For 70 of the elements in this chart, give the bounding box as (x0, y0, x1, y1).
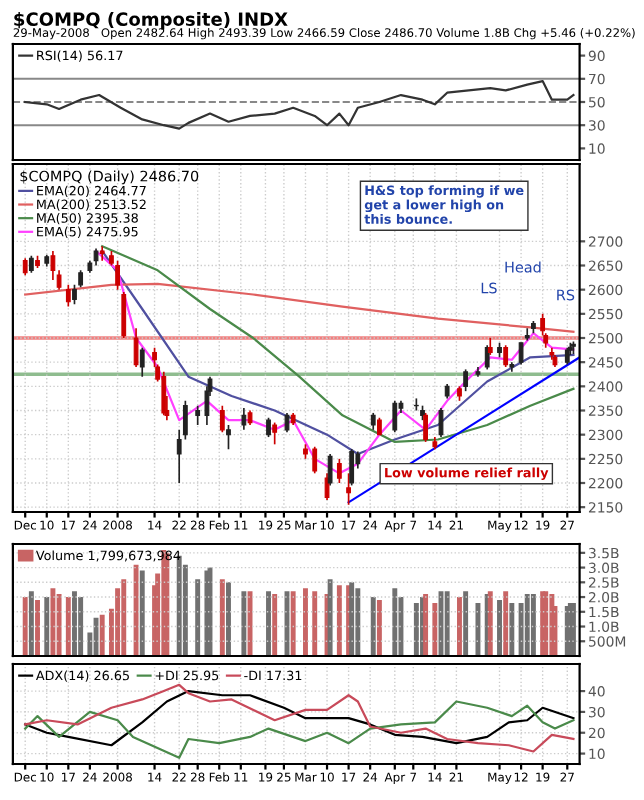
line-series (24, 700, 575, 759)
bar (72, 591, 77, 656)
candlestick (336, 457, 342, 484)
candlestick (503, 344, 509, 368)
bar (432, 602, 438, 656)
candlestick (349, 448, 355, 487)
bar (99, 614, 105, 656)
line-series (24, 282, 575, 333)
candlestick (518, 341, 524, 366)
candlestick (195, 404, 201, 426)
candlestick (463, 368, 469, 393)
bar (50, 588, 56, 656)
bar (327, 579, 333, 656)
bar (392, 588, 398, 656)
candlestick (121, 291, 127, 339)
bar (195, 579, 201, 656)
candlestick (484, 344, 490, 371)
bar (413, 602, 419, 656)
bar (463, 591, 469, 656)
candlestick (133, 327, 139, 368)
bar (475, 602, 481, 656)
bar (241, 591, 247, 656)
candlestick (241, 407, 247, 431)
bar (355, 588, 361, 656)
candlestick (266, 416, 271, 438)
bar (376, 600, 382, 656)
bar (219, 579, 225, 656)
line-series (24, 80, 575, 130)
bar (370, 597, 376, 656)
candlestick (72, 283, 77, 306)
bar (78, 597, 84, 656)
bar (336, 585, 342, 656)
bar (226, 582, 231, 656)
bar (35, 600, 40, 656)
bar (290, 591, 296, 656)
bar (444, 591, 450, 656)
bar (497, 600, 502, 656)
bar (247, 591, 253, 656)
candlestick (272, 421, 278, 446)
bar (28, 591, 34, 656)
bar (56, 594, 62, 656)
bar (65, 597, 71, 656)
bar (266, 591, 271, 656)
bar (524, 594, 530, 656)
bar (509, 602, 515, 656)
candlestick (392, 399, 398, 434)
bar (182, 564, 188, 656)
candlestick (324, 472, 330, 501)
candlestick (423, 412, 429, 443)
bar (44, 597, 50, 656)
bar (139, 570, 145, 656)
chart-title: $COMPQ (Composite) INDX (14, 12, 288, 30)
candlestick (99, 245, 105, 262)
candlestick (219, 404, 225, 434)
bar (503, 591, 509, 656)
bar (22, 597, 28, 656)
bar (303, 588, 308, 656)
bar (272, 594, 278, 656)
bar (93, 617, 99, 656)
bar (312, 591, 318, 656)
candlestick (226, 424, 231, 451)
candlestick (312, 445, 318, 475)
candlestick (139, 346, 145, 378)
candlestick (65, 283, 71, 308)
bar (457, 597, 462, 656)
bar (133, 564, 139, 656)
candlestick (115, 259, 121, 291)
bar (121, 579, 127, 656)
bar (530, 594, 536, 656)
bar (518, 602, 524, 656)
